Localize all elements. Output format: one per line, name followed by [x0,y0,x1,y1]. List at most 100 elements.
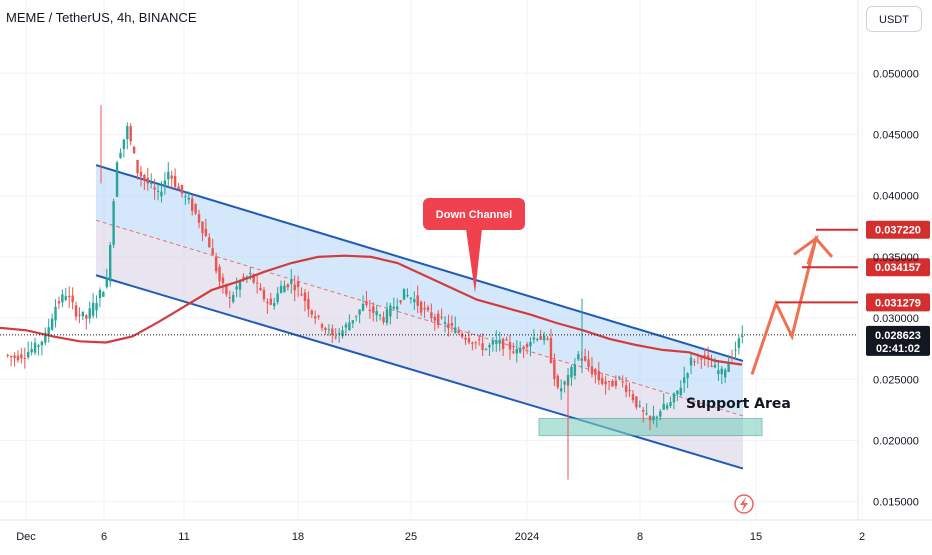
candle-body [522,346,525,350]
candle-body [621,381,624,383]
candle-body [139,171,143,177]
candle-body [498,339,501,344]
candle-body [628,389,631,392]
candle-body [187,197,190,200]
y-tick-label: 0.050000 [873,68,919,80]
candle-body [211,248,214,255]
candle-body [508,342,512,350]
candle-body [307,298,310,310]
candle-body [337,333,341,335]
candle-body [710,365,713,367]
candle-body [560,388,563,392]
candle-body [471,342,474,344]
candle-body [717,370,720,374]
candle-body [426,307,430,311]
candle-body [392,306,395,309]
candle-body [587,359,590,367]
candle-body [355,315,358,317]
candle-body [57,301,61,304]
candle-body [98,289,102,299]
candle-body [700,358,703,360]
candle-body [324,327,327,330]
target-tag-label: 0.031279 [875,297,921,309]
candle-body [232,295,235,302]
candle-body [443,322,447,324]
target-tag [866,293,930,312]
candle-body [648,415,652,421]
target-tag-label: 0.034157 [875,262,921,274]
candle-body [132,146,136,154]
candle-body [519,348,522,353]
candle-body [737,338,741,348]
candle-body [631,394,635,401]
candle-body [495,340,498,344]
channel-lower-line [95,274,744,470]
candle-body [40,341,44,346]
candle-body [727,362,730,372]
candle-body [54,306,57,321]
candle-body [279,285,283,293]
candle-body [6,354,9,356]
candle-body [146,177,149,184]
candle-body [71,295,74,303]
candle-body [327,329,331,331]
ma-line [0,254,743,366]
candle-body [549,337,553,363]
x-tick-label: 8 [637,531,643,543]
y-tick-label: 0.025000 [873,374,919,386]
candle-body [153,187,156,190]
candle-body [734,349,737,351]
candle-body [594,369,597,375]
candle-body [464,337,467,340]
projection-line [750,235,834,375]
candle-body [47,327,50,336]
candle-body [88,308,91,319]
candle-body [317,315,320,317]
candle-body [314,316,317,319]
candle-body [91,302,95,316]
x-tick-label: 6 [101,531,107,543]
candle-body [136,160,139,174]
candle-body [532,337,536,340]
candle-body [590,366,594,375]
candle-body [249,272,252,275]
candle-body [624,385,628,392]
candle-body [109,244,112,282]
x-tick-label: 15 [750,531,762,543]
candle-body [201,221,204,233]
candle-body [659,411,662,417]
candle-body [214,256,218,272]
candle-body [156,190,160,192]
last-price-label: 0.028623 [875,330,921,342]
candle-body [351,320,354,324]
candle-body [382,317,385,323]
candle-body [536,338,539,340]
candle-body [693,361,696,363]
lightning-icon [734,494,754,514]
candle-body [266,302,269,304]
candle-body [563,381,566,385]
candle-body [283,285,286,293]
moving-average-line [0,254,858,366]
candle-body [447,323,450,329]
currency-unit-button[interactable]: USDT [866,6,922,32]
candle-body [669,402,672,407]
candle-body [618,376,621,378]
candle-body [129,126,132,142]
candle-body [341,330,344,337]
candle-body [706,355,710,360]
y-tick-label: 0.035000 [873,252,919,264]
down-channel-bubble [423,198,525,230]
candle-body [16,355,20,361]
x-tick-label: 2024 [515,531,539,543]
lightning-icon-bolt [740,497,748,511]
price-axis: 0.050000 0.045000 0.040000 0.035000 0.030000… [873,68,919,508]
lightning-icon-ring [734,494,754,514]
candle-body [344,324,348,328]
candle-body [50,318,54,330]
candle-body [228,297,231,299]
candle-body [642,410,645,412]
channel-mid-line [95,219,744,417]
